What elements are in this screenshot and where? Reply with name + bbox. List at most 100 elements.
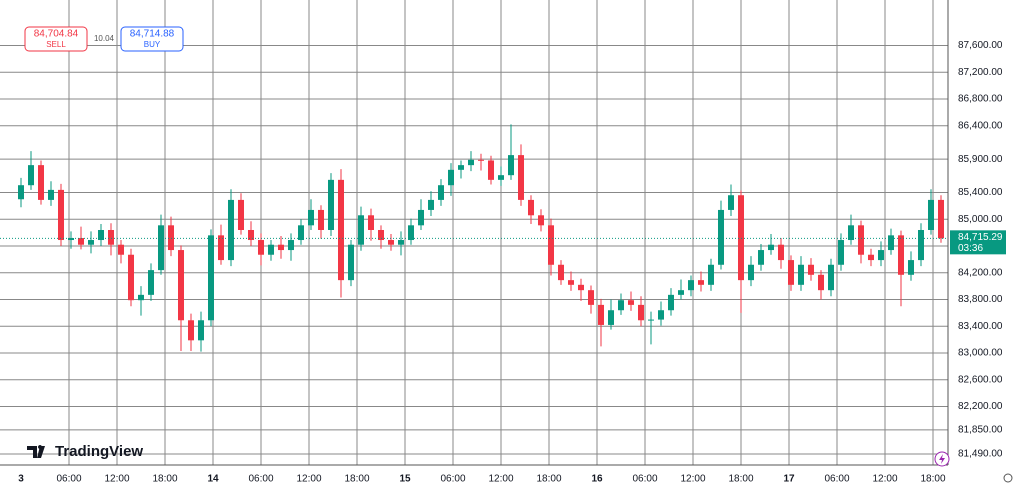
y-tick-label: 83,800.00 xyxy=(958,294,1003,305)
candle-body xyxy=(808,264,814,275)
candle-body xyxy=(648,319,654,321)
y-tick-label: 86,800.00 xyxy=(958,94,1003,105)
buy-label: BUY xyxy=(144,40,161,49)
candle-body xyxy=(938,199,944,239)
candle-body xyxy=(588,290,594,305)
y-tick-label: 87,600.00 xyxy=(958,40,1003,51)
candle-body xyxy=(608,310,614,325)
candle-body xyxy=(858,225,864,255)
candle-body xyxy=(208,235,214,321)
sell-label: SELL xyxy=(46,40,66,49)
candle-body xyxy=(868,254,874,261)
x-tick-label: 12:00 xyxy=(488,474,513,485)
candle-body xyxy=(348,244,354,281)
countdown: 03:36 xyxy=(958,243,983,254)
candle-body xyxy=(338,179,344,281)
candle-body xyxy=(878,250,884,261)
y-tick-label: 87,200.00 xyxy=(958,67,1003,78)
x-tick-label: 18:00 xyxy=(152,474,177,485)
candle-body xyxy=(738,195,744,281)
y-tick-label: 81,850.00 xyxy=(958,425,1003,436)
candle-body xyxy=(68,238,74,241)
candle-body xyxy=(278,244,284,251)
candle-body xyxy=(138,294,144,301)
candle-body xyxy=(748,264,754,281)
candle-body xyxy=(108,229,114,245)
alert-icon[interactable] xyxy=(934,451,950,467)
candle-body xyxy=(268,244,274,255)
x-tick-label: 18:00 xyxy=(920,474,945,485)
y-tick-label: 86,400.00 xyxy=(958,120,1003,131)
x-tick-label: 06:00 xyxy=(632,474,657,485)
candle-body xyxy=(898,235,904,275)
sell-button[interactable]: 84,704.84 SELL xyxy=(24,26,88,52)
y-tick-label: 84,200.00 xyxy=(958,267,1003,278)
candle-body xyxy=(908,260,914,275)
y-tick-label: 83,400.00 xyxy=(958,321,1003,332)
candle-body xyxy=(758,250,764,265)
candle-body xyxy=(358,215,364,245)
candle-body xyxy=(368,215,374,230)
candle-body xyxy=(308,209,314,226)
settings-icon[interactable] xyxy=(1003,473,1013,483)
brand-name: TradingView xyxy=(55,443,143,460)
candle-body xyxy=(508,155,514,176)
candle-body xyxy=(618,300,624,311)
y-tick-label: 83,000.00 xyxy=(958,348,1003,359)
x-tick-label: 06:00 xyxy=(440,474,465,485)
sell-price: 84,704.84 xyxy=(34,29,79,40)
candle-body xyxy=(888,235,894,251)
candle-body xyxy=(538,215,544,226)
x-tick-label: 18:00 xyxy=(536,474,561,485)
candle-body xyxy=(788,260,794,285)
candle-body xyxy=(248,229,254,241)
x-tick-label: 12:00 xyxy=(680,474,705,485)
candle-body xyxy=(598,304,604,325)
x-tick-label: 3 xyxy=(18,474,24,485)
candles xyxy=(18,124,944,352)
candle-body xyxy=(298,225,304,241)
x-tick-label: 18:00 xyxy=(728,474,753,485)
candle-body xyxy=(558,264,564,281)
y-tick-label: 82,600.00 xyxy=(958,374,1003,385)
candle-body xyxy=(318,209,324,230)
candle-body xyxy=(818,274,824,291)
candle-body xyxy=(668,294,674,311)
candle-body xyxy=(418,209,424,226)
y-tick-label: 85,400.00 xyxy=(958,187,1003,198)
candle-body xyxy=(518,155,524,200)
candle-body xyxy=(828,264,834,291)
candle-body xyxy=(698,280,704,285)
x-tick-label: 12:00 xyxy=(872,474,897,485)
candle-body xyxy=(238,199,244,230)
candle-body xyxy=(378,229,384,241)
candle-body xyxy=(458,165,464,170)
x-tick-label: 18:00 xyxy=(344,474,369,485)
candle-body xyxy=(228,199,234,261)
buy-button[interactable]: 84,714.88 BUY xyxy=(120,26,184,52)
last-price-box xyxy=(950,230,1006,255)
candle-body xyxy=(728,195,734,210)
candle-body xyxy=(188,320,194,341)
x-tick-label: 16 xyxy=(591,474,603,485)
candle-body xyxy=(468,159,474,166)
candle-body xyxy=(178,250,184,321)
candle-body xyxy=(478,159,484,161)
candle-body xyxy=(328,179,334,230)
grid xyxy=(0,0,948,465)
x-tick-label: 12:00 xyxy=(104,474,129,485)
candle-body xyxy=(638,304,644,321)
buy-price: 84,714.88 xyxy=(130,29,175,40)
candle-body xyxy=(688,280,694,291)
candle-body xyxy=(918,229,924,261)
candle-body xyxy=(838,240,844,265)
candle-body xyxy=(398,240,404,245)
candle-body xyxy=(678,290,684,295)
candle-body xyxy=(548,225,554,265)
candle-body xyxy=(408,225,414,241)
candle-body xyxy=(778,244,784,261)
candle-body xyxy=(258,240,264,255)
candle-body xyxy=(98,229,104,241)
